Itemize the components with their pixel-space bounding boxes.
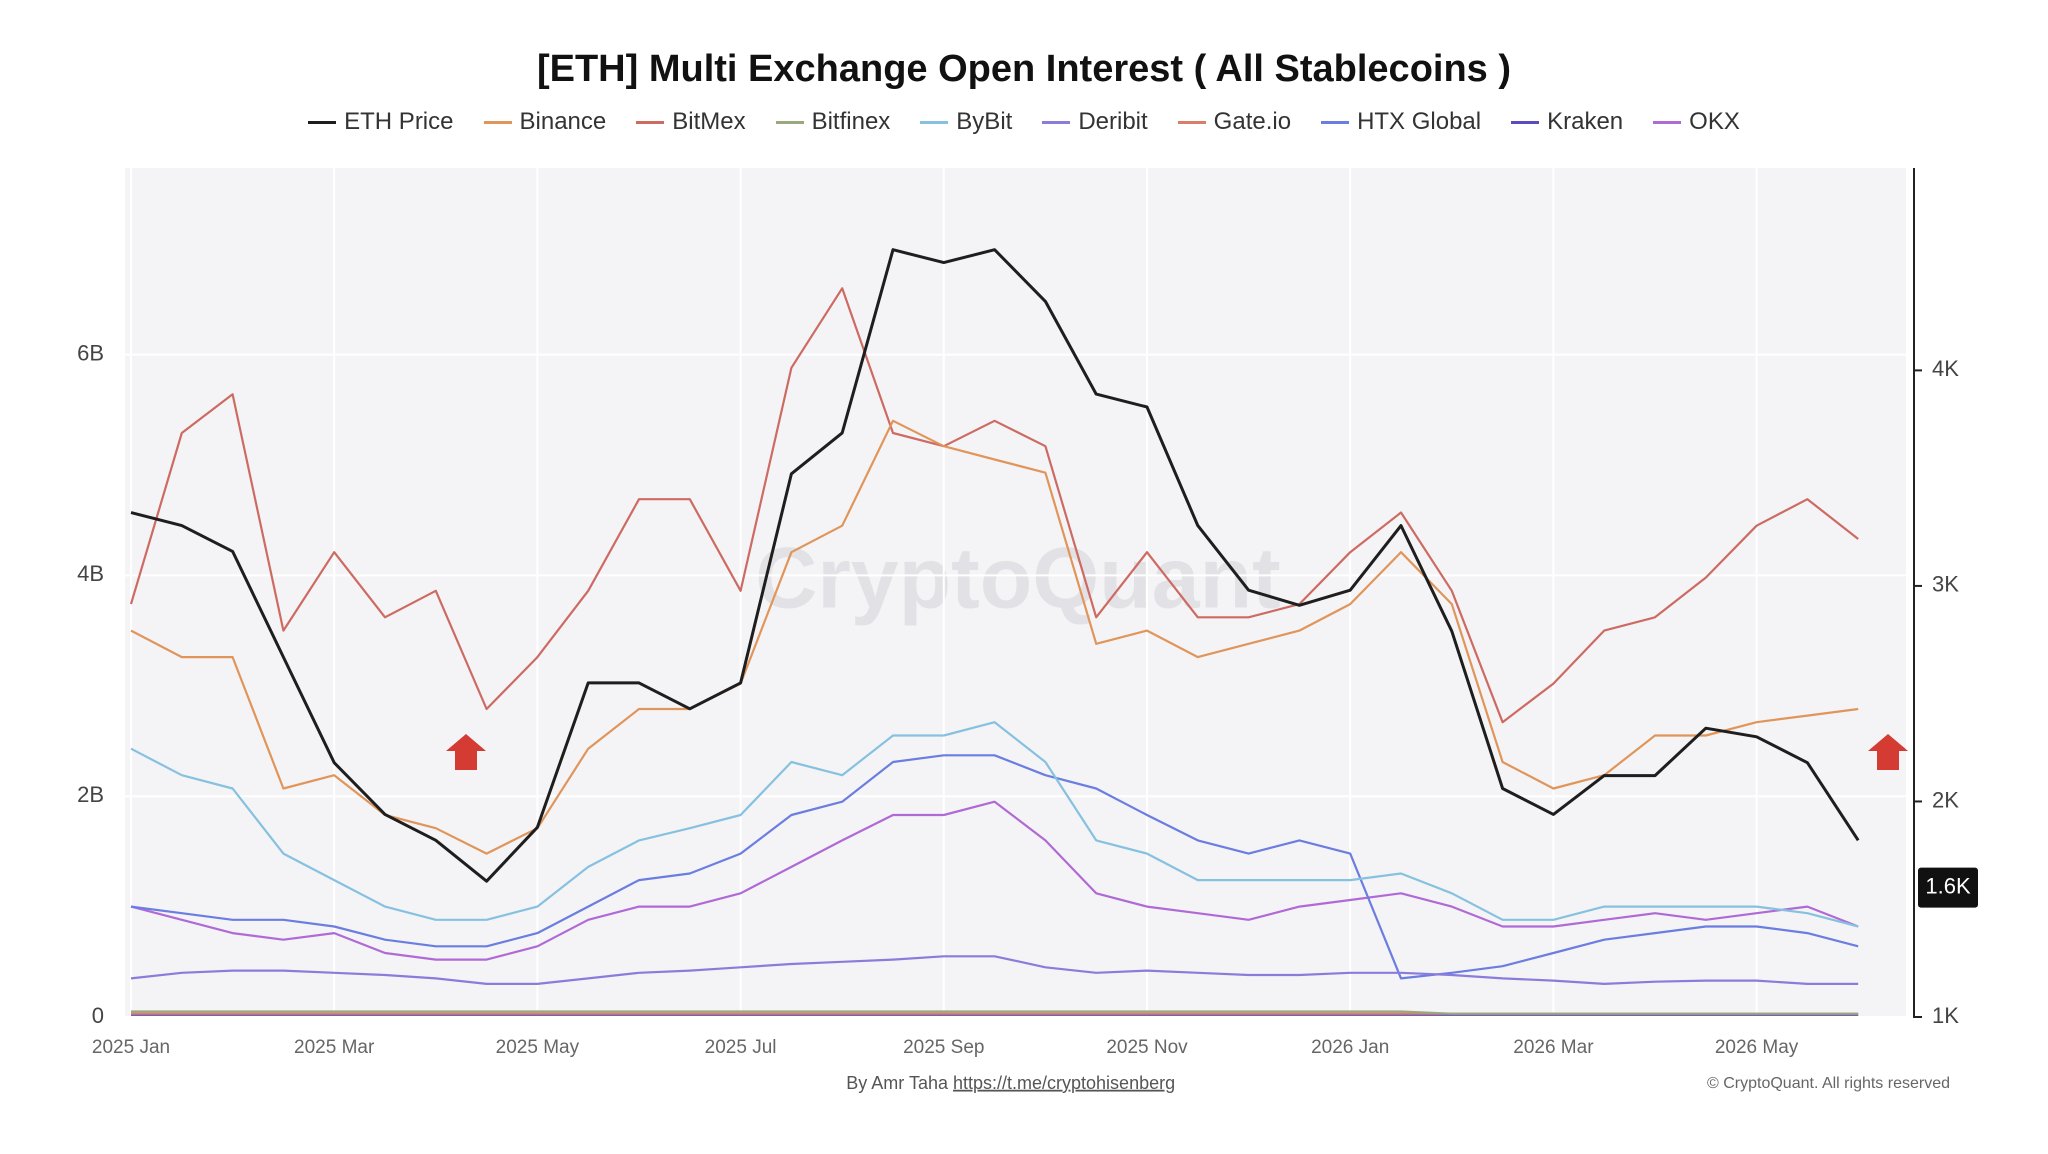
copyright: © CryptoQuant. All rights reserved — [1707, 1075, 1950, 1092]
x-tick-label: 2025 Jan — [92, 1037, 170, 1058]
legend-label: ByBit — [956, 108, 1013, 135]
legend-label: Gate.io — [1213, 108, 1292, 135]
arrow — [1868, 734, 1908, 770]
legend-swatch — [636, 120, 665, 124]
series-line — [130, 955, 1859, 985]
legend-swatch — [1511, 120, 1540, 124]
chart-title: [ETH] Multi Exchange Open Interest ( All… — [537, 48, 1511, 90]
legend-item[interactable]: Gate.io — [1177, 108, 1292, 136]
x-tick-label: 2025 May — [496, 1037, 580, 1058]
legend-swatch — [775, 120, 804, 124]
legend-item[interactable]: ByBit — [920, 108, 1012, 136]
legend-item[interactable]: Binance — [483, 108, 607, 136]
series-line — [130, 721, 1859, 928]
series-line — [130, 419, 1859, 855]
series-line — [130, 248, 1860, 883]
legend-label: HTX Global — [1357, 108, 1482, 135]
legend-item[interactable]: HTX Global — [1321, 108, 1481, 136]
legend-item[interactable]: Kraken — [1511, 108, 1623, 136]
y-tick-label: 2B — [77, 782, 104, 807]
y2-tick-label: 3K — [1932, 572, 1959, 597]
credit: By Amr Taha — [846, 1073, 949, 1093]
x-tick-label: 2026 Jan — [1311, 1037, 1389, 1058]
link[interactable]: https://t.me/cryptohisenberg — [953, 1073, 1175, 1093]
legend-swatch — [308, 120, 337, 124]
legend-label: OKX — [1689, 108, 1740, 135]
legend-label: ETH Price — [344, 108, 454, 135]
legend: ETH Price Binance BitMex Bitfinex ByBit Derib… — [0, 108, 2048, 136]
x-tick-label: 2026 May — [1715, 1037, 1799, 1058]
y-tick-label: 4B — [77, 561, 104, 586]
x-tick-label: 2025 Jul — [705, 1037, 777, 1058]
y2-tick-label: 1K — [1932, 1003, 1959, 1028]
legend-item[interactable]: Deribit — [1042, 108, 1148, 136]
legend-item[interactable]: OKX — [1653, 108, 1740, 136]
series-line — [131, 1010, 1859, 1015]
legend-swatch — [920, 120, 949, 124]
y2-tick-label: 2K — [1932, 787, 1959, 812]
legend-swatch — [1042, 120, 1071, 124]
y-tick-label: 6B — [77, 340, 104, 365]
price-badge — [1918, 867, 1978, 908]
y2-tick-label: 4K — [1932, 356, 1959, 381]
price-badge-label: 1.6K — [1925, 873, 1971, 898]
legend-item[interactable]: ETH Price — [308, 108, 454, 136]
x-tick-label: 2025 Mar — [294, 1037, 375, 1058]
series-line — [130, 800, 1859, 961]
arrow — [446, 734, 486, 770]
legend-label: BitMex — [672, 108, 746, 135]
legend-label: Kraken — [1547, 108, 1624, 135]
legend-swatch — [483, 120, 512, 124]
series-line — [130, 754, 1859, 980]
y-tick-label: 0 — [92, 1003, 104, 1028]
legend-label: Deribit — [1078, 108, 1148, 135]
x-tick-label: 2025 Nov — [1106, 1037, 1188, 1058]
plot-background — [125, 168, 1906, 1018]
legend-swatch — [1321, 120, 1350, 124]
legend-item[interactable]: Bitfinex — [775, 108, 891, 136]
legend-item[interactable]: BitMex — [636, 108, 746, 136]
x-tick-label: 2025 Sep — [903, 1037, 984, 1058]
series-line — [129, 287, 1859, 724]
legend-label: Binance — [519, 108, 607, 135]
legend-swatch — [1653, 120, 1682, 124]
legend-label: Bitfinex — [811, 108, 891, 135]
legend-swatch — [1177, 120, 1206, 124]
watermark: CryptoQuant — [755, 531, 1281, 627]
x-tick-label: 2026 Mar — [1513, 1037, 1594, 1058]
